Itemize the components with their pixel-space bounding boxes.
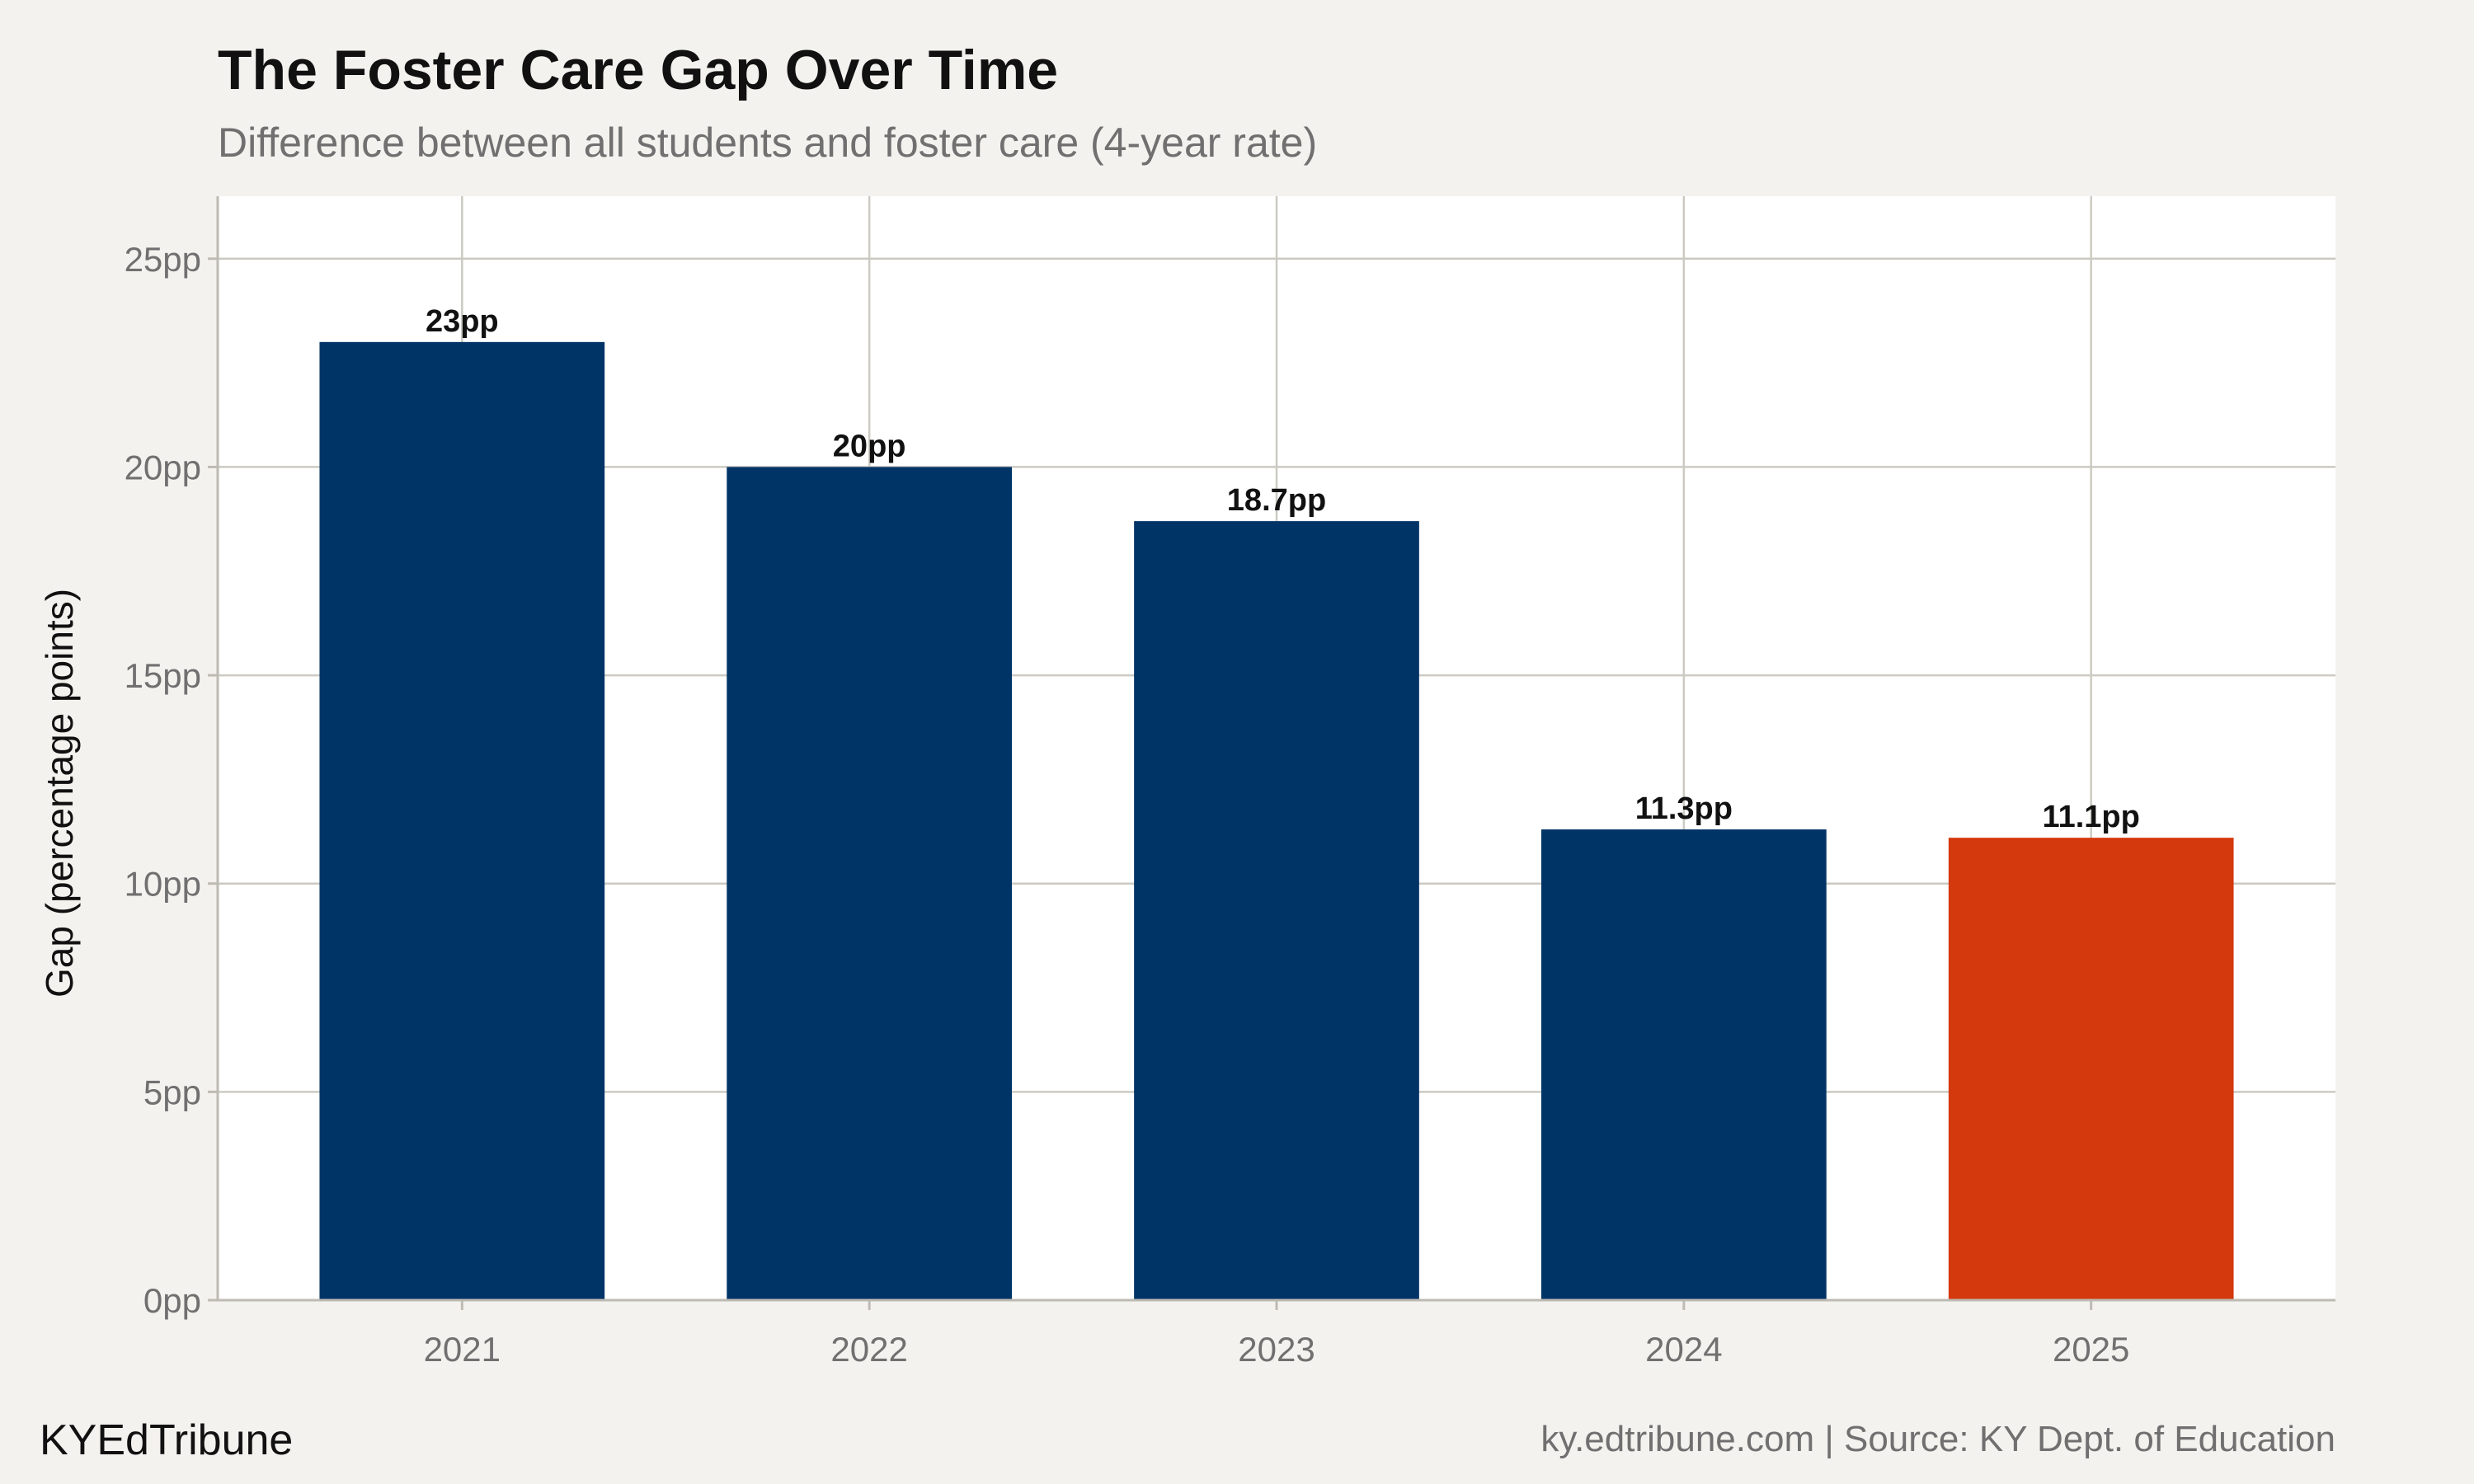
bars — [319, 341, 2234, 1300]
bar-label-2024: 11.3pp — [1635, 791, 1733, 826]
y-tick-label: 10pp — [125, 865, 201, 904]
y-tick-label: 20pp — [125, 448, 201, 486]
y-tick-label: 0pp — [143, 1281, 201, 1320]
bar-label-2022: 20pp — [833, 429, 906, 463]
bar-2022 — [727, 467, 1012, 1300]
x-tick-label: 2021 — [424, 1330, 501, 1369]
chart-subtitle: Difference between all students and fost… — [218, 120, 1317, 166]
bar-label-2023: 18.7pp — [1227, 483, 1326, 518]
y-axis-title: Gap (percentage points) — [38, 589, 81, 998]
bar-2025 — [1948, 838, 2234, 1300]
bar-2023 — [1134, 521, 1419, 1300]
bar-2024 — [1541, 829, 1827, 1300]
bar-2021 — [319, 341, 605, 1300]
data-labels: 23pp 20pp 18.7pp 11.3pp 11.1pp — [426, 304, 2140, 834]
source-note: ky.edtribune.com | Source: KY Dept. of E… — [1540, 1419, 2335, 1459]
y-tick-label: 5pp — [143, 1073, 201, 1111]
x-tick-label: 2022 — [830, 1330, 907, 1369]
x-tick-label: 2024 — [1645, 1330, 1722, 1369]
bar-label-2025: 11.1pp — [2043, 800, 2140, 834]
y-tick-label: 25pp — [125, 240, 201, 279]
brand-logo-text: KYEdTribune — [40, 1416, 293, 1464]
bar-label-2021: 23pp — [426, 304, 499, 339]
chart-title: The Foster Care Gap Over Time — [218, 39, 1058, 101]
y-tick-label: 15pp — [125, 656, 201, 695]
x-tick-label: 2023 — [1238, 1330, 1315, 1369]
x-tick-label: 2025 — [2053, 1330, 2129, 1369]
axes: 0pp 5pp 10pp 15pp 20pp 25pp 2021 2022 2023 2024 20… — [125, 196, 2335, 1369]
